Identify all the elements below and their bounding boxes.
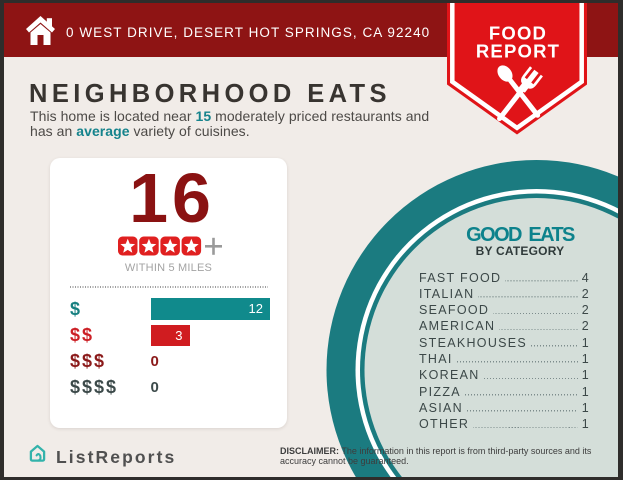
svg-text:REPORT: REPORT	[476, 41, 560, 62]
svg-text:FOOD: FOOD	[489, 23, 547, 44]
